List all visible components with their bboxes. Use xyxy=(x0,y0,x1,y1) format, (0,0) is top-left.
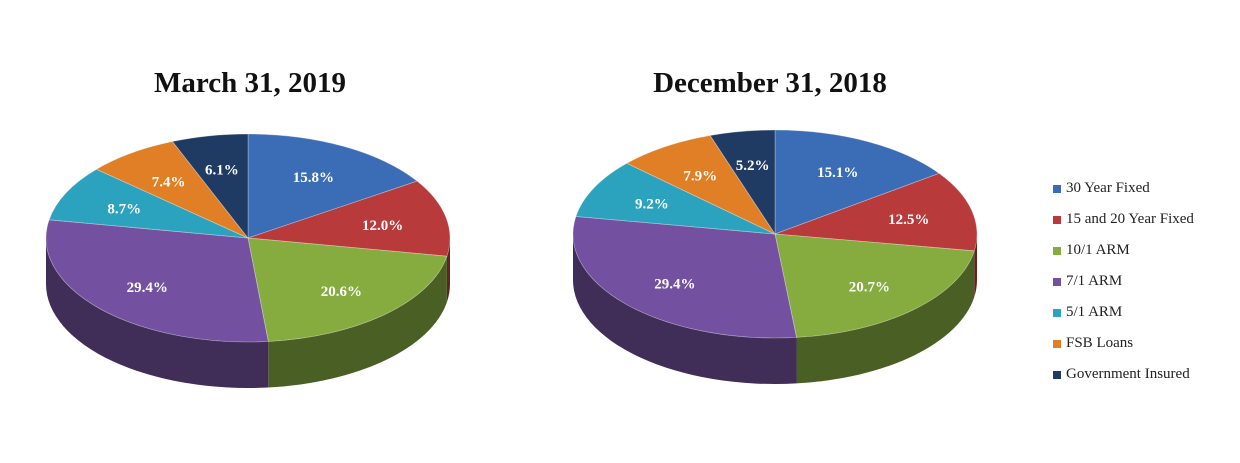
legend-label-15-and-20-year-fixed: 15 and 20 Year Fixed xyxy=(1066,211,1194,227)
slice-side-7-1-arm xyxy=(46,238,269,388)
data-label-fsb-loans: 7.4% xyxy=(152,174,186,190)
legend-swatch-10-1-arm xyxy=(1053,246,1061,255)
data-label-7-1-arm: 29.4% xyxy=(654,276,695,292)
data-label-government-insured: 6.1% xyxy=(205,163,239,179)
legend-swatch-30-year-fixed xyxy=(1053,184,1061,193)
data-label-15-and-20-year-fixed: 12.5% xyxy=(888,212,929,228)
slice-10-1-arm xyxy=(247,237,448,342)
legend-item-7-1-arm: 7/1 ARM xyxy=(1053,266,1238,297)
slice-side-15-and-20-year-fixed xyxy=(974,234,977,297)
legend: 30 Year Fixed 15 and 20 Year Fixed 10/1 AR… xyxy=(1053,173,1238,390)
slice-fsb-loans xyxy=(95,141,249,239)
data-label-10-1-arm: 20.6% xyxy=(321,284,362,300)
pie-chart-december-2018: 15.1% 12.5% 20.7% 29.4% 9.2% 7.9% 5.2% xyxy=(572,129,978,384)
legend-item-fsb-loans: FSB Loans xyxy=(1053,328,1238,359)
slice-30-year-fixed xyxy=(247,133,419,239)
legend-item-government-insured: Government Insured xyxy=(1053,359,1238,390)
chart-title-december-2018: December 31, 2018 xyxy=(653,67,887,99)
legend-swatch-7-1-arm xyxy=(1053,277,1061,286)
slice-side-10-1-arm xyxy=(796,250,975,384)
slice-5-1-arm xyxy=(48,168,249,239)
chart-title-march-2019: March 31, 2019 xyxy=(154,67,346,99)
slice-side-7-1-arm xyxy=(573,234,797,384)
data-label-government-insured: 5.2% xyxy=(736,158,770,174)
data-label-15-and-20-year-fixed: 12.0% xyxy=(362,218,403,234)
data-label-5-1-arm: 8.7% xyxy=(107,201,141,217)
legend-swatch-government-insured xyxy=(1053,370,1061,379)
legend-label-10-1-arm: 10/1 ARM xyxy=(1066,242,1130,258)
legend-swatch-5-1-arm xyxy=(1053,308,1061,317)
slice-government-insured xyxy=(709,129,776,236)
slice-side-15-and-20-year-fixed xyxy=(446,238,450,303)
legend-label-30-year-fixed: 30 Year Fixed xyxy=(1066,180,1150,196)
slice-15-and-20-year-fixed xyxy=(774,172,978,252)
slice-side-10-1-arm xyxy=(268,256,447,388)
slice-15-and-20-year-fixed xyxy=(247,180,451,257)
legend-swatch-fsb-loans xyxy=(1053,339,1061,348)
slice-fsb-loans xyxy=(626,135,777,235)
legend-item-10-1-arm: 10/1 ARM xyxy=(1053,235,1238,266)
slice-10-1-arm xyxy=(774,233,975,338)
slice-5-1-arm xyxy=(575,162,776,235)
legend-swatch-15-and-20-year-fixed xyxy=(1053,215,1061,224)
data-label-5-1-arm: 9.2% xyxy=(635,197,669,213)
slice-government-insured xyxy=(171,133,249,240)
slice-7-1-arm xyxy=(572,216,798,339)
legend-label-fsb-loans: FSB Loans xyxy=(1066,335,1134,351)
slice-30-year-fixed xyxy=(774,129,941,235)
slice-7-1-arm xyxy=(45,219,269,343)
legend-item-5-1-arm: 5/1 ARM xyxy=(1053,297,1238,328)
data-label-30-year-fixed: 15.8% xyxy=(293,170,334,186)
pie-chart-march-2019: 15.8% 12.0% 20.6% 29.4% 8.7% 7.4% 6.1% xyxy=(45,133,451,388)
legend-label-5-1-arm: 5/1 ARM xyxy=(1066,304,1123,320)
legend-item-15-and-20-year-fixed: 15 and 20 Year Fixed xyxy=(1053,204,1238,235)
data-label-30-year-fixed: 15.1% xyxy=(817,165,858,181)
legend-label-government-insured: Government Insured xyxy=(1066,366,1190,382)
data-label-fsb-loans: 7.9% xyxy=(683,169,717,185)
data-label-10-1-arm: 20.7% xyxy=(849,279,890,295)
data-label-7-1-arm: 29.4% xyxy=(127,280,168,296)
legend-label-7-1-arm: 7/1 ARM xyxy=(1066,273,1123,289)
legend-item-30-year-fixed: 30 Year Fixed xyxy=(1053,173,1238,204)
